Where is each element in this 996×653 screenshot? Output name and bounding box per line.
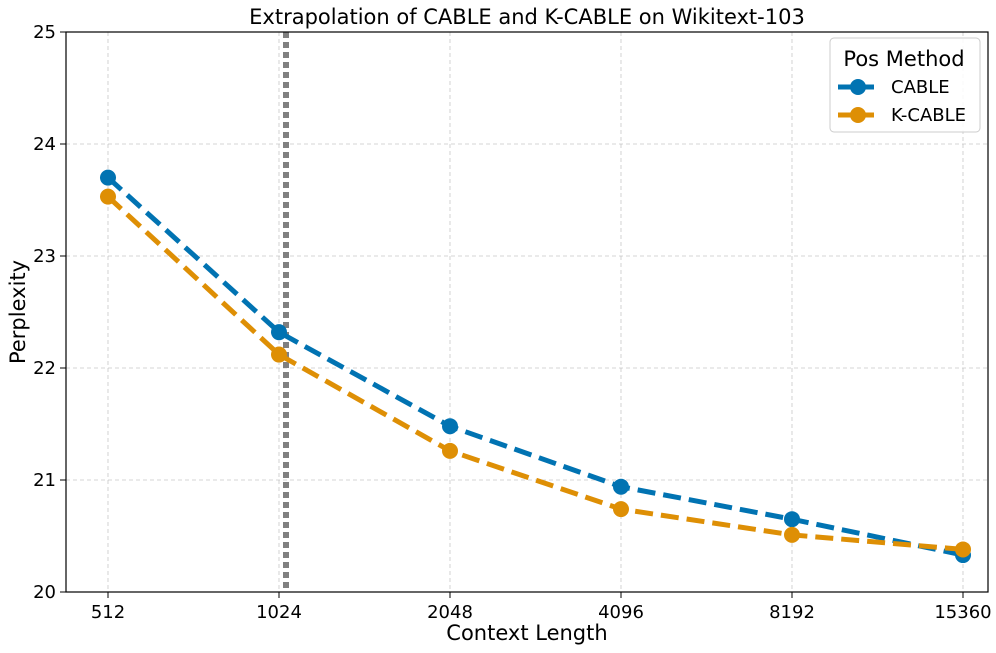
series-group <box>100 169 971 564</box>
data-point-cable <box>613 478 629 495</box>
series-line-k-cable <box>106 194 964 552</box>
x-axis-label: Context Length <box>446 621 607 645</box>
data-point-cable <box>271 324 287 341</box>
data-point-k-cable <box>955 541 971 558</box>
y-tick-label: 20 <box>33 582 56 603</box>
legend-box <box>829 37 981 133</box>
chart-title: Extrapolation of CABLE and K-CABLE on Wi… <box>249 5 805 29</box>
ticks: 512 1024 2048 4096 8192 15360 20 21 22 23 24 25 <box>33 22 992 623</box>
data-point-k-cable <box>442 442 458 459</box>
data-point-k-cable <box>271 346 287 363</box>
y-tick-label: 23 <box>33 246 56 267</box>
plot-frame <box>65 31 989 593</box>
x-tick-label: 1024 <box>256 602 302 623</box>
legend-label-k-cable: K-CABLE <box>891 105 966 126</box>
y-tick-label: 24 <box>33 134 56 155</box>
data-point-cable <box>100 169 116 186</box>
y-tick-label: 21 <box>33 470 56 491</box>
y-tick-label: 22 <box>33 358 56 379</box>
x-tick-label: 15360 <box>934 602 991 623</box>
data-point-k-cable <box>784 526 800 543</box>
x-tick-label: 512 <box>91 602 125 623</box>
data-point-k-cable <box>613 501 629 518</box>
x-tick-label: 4096 <box>598 602 644 623</box>
legend-marker-k-cable <box>850 107 866 123</box>
data-point-k-cable <box>100 188 116 205</box>
y-axis-label: Perplexity <box>6 260 30 364</box>
data-point-cable <box>784 511 800 528</box>
legend-title: Pos Method <box>843 47 964 71</box>
legend-label-cable: CABLE <box>891 77 950 98</box>
series-line-cable <box>106 175 964 558</box>
y-tick-label: 25 <box>33 22 56 43</box>
legend: Pos Method CABLE K-CABLE <box>829 37 981 133</box>
x-tick-label: 8192 <box>769 602 815 623</box>
x-tick-label: 2048 <box>427 602 473 623</box>
legend-marker-cable <box>850 79 866 95</box>
data-point-cable <box>442 418 458 435</box>
